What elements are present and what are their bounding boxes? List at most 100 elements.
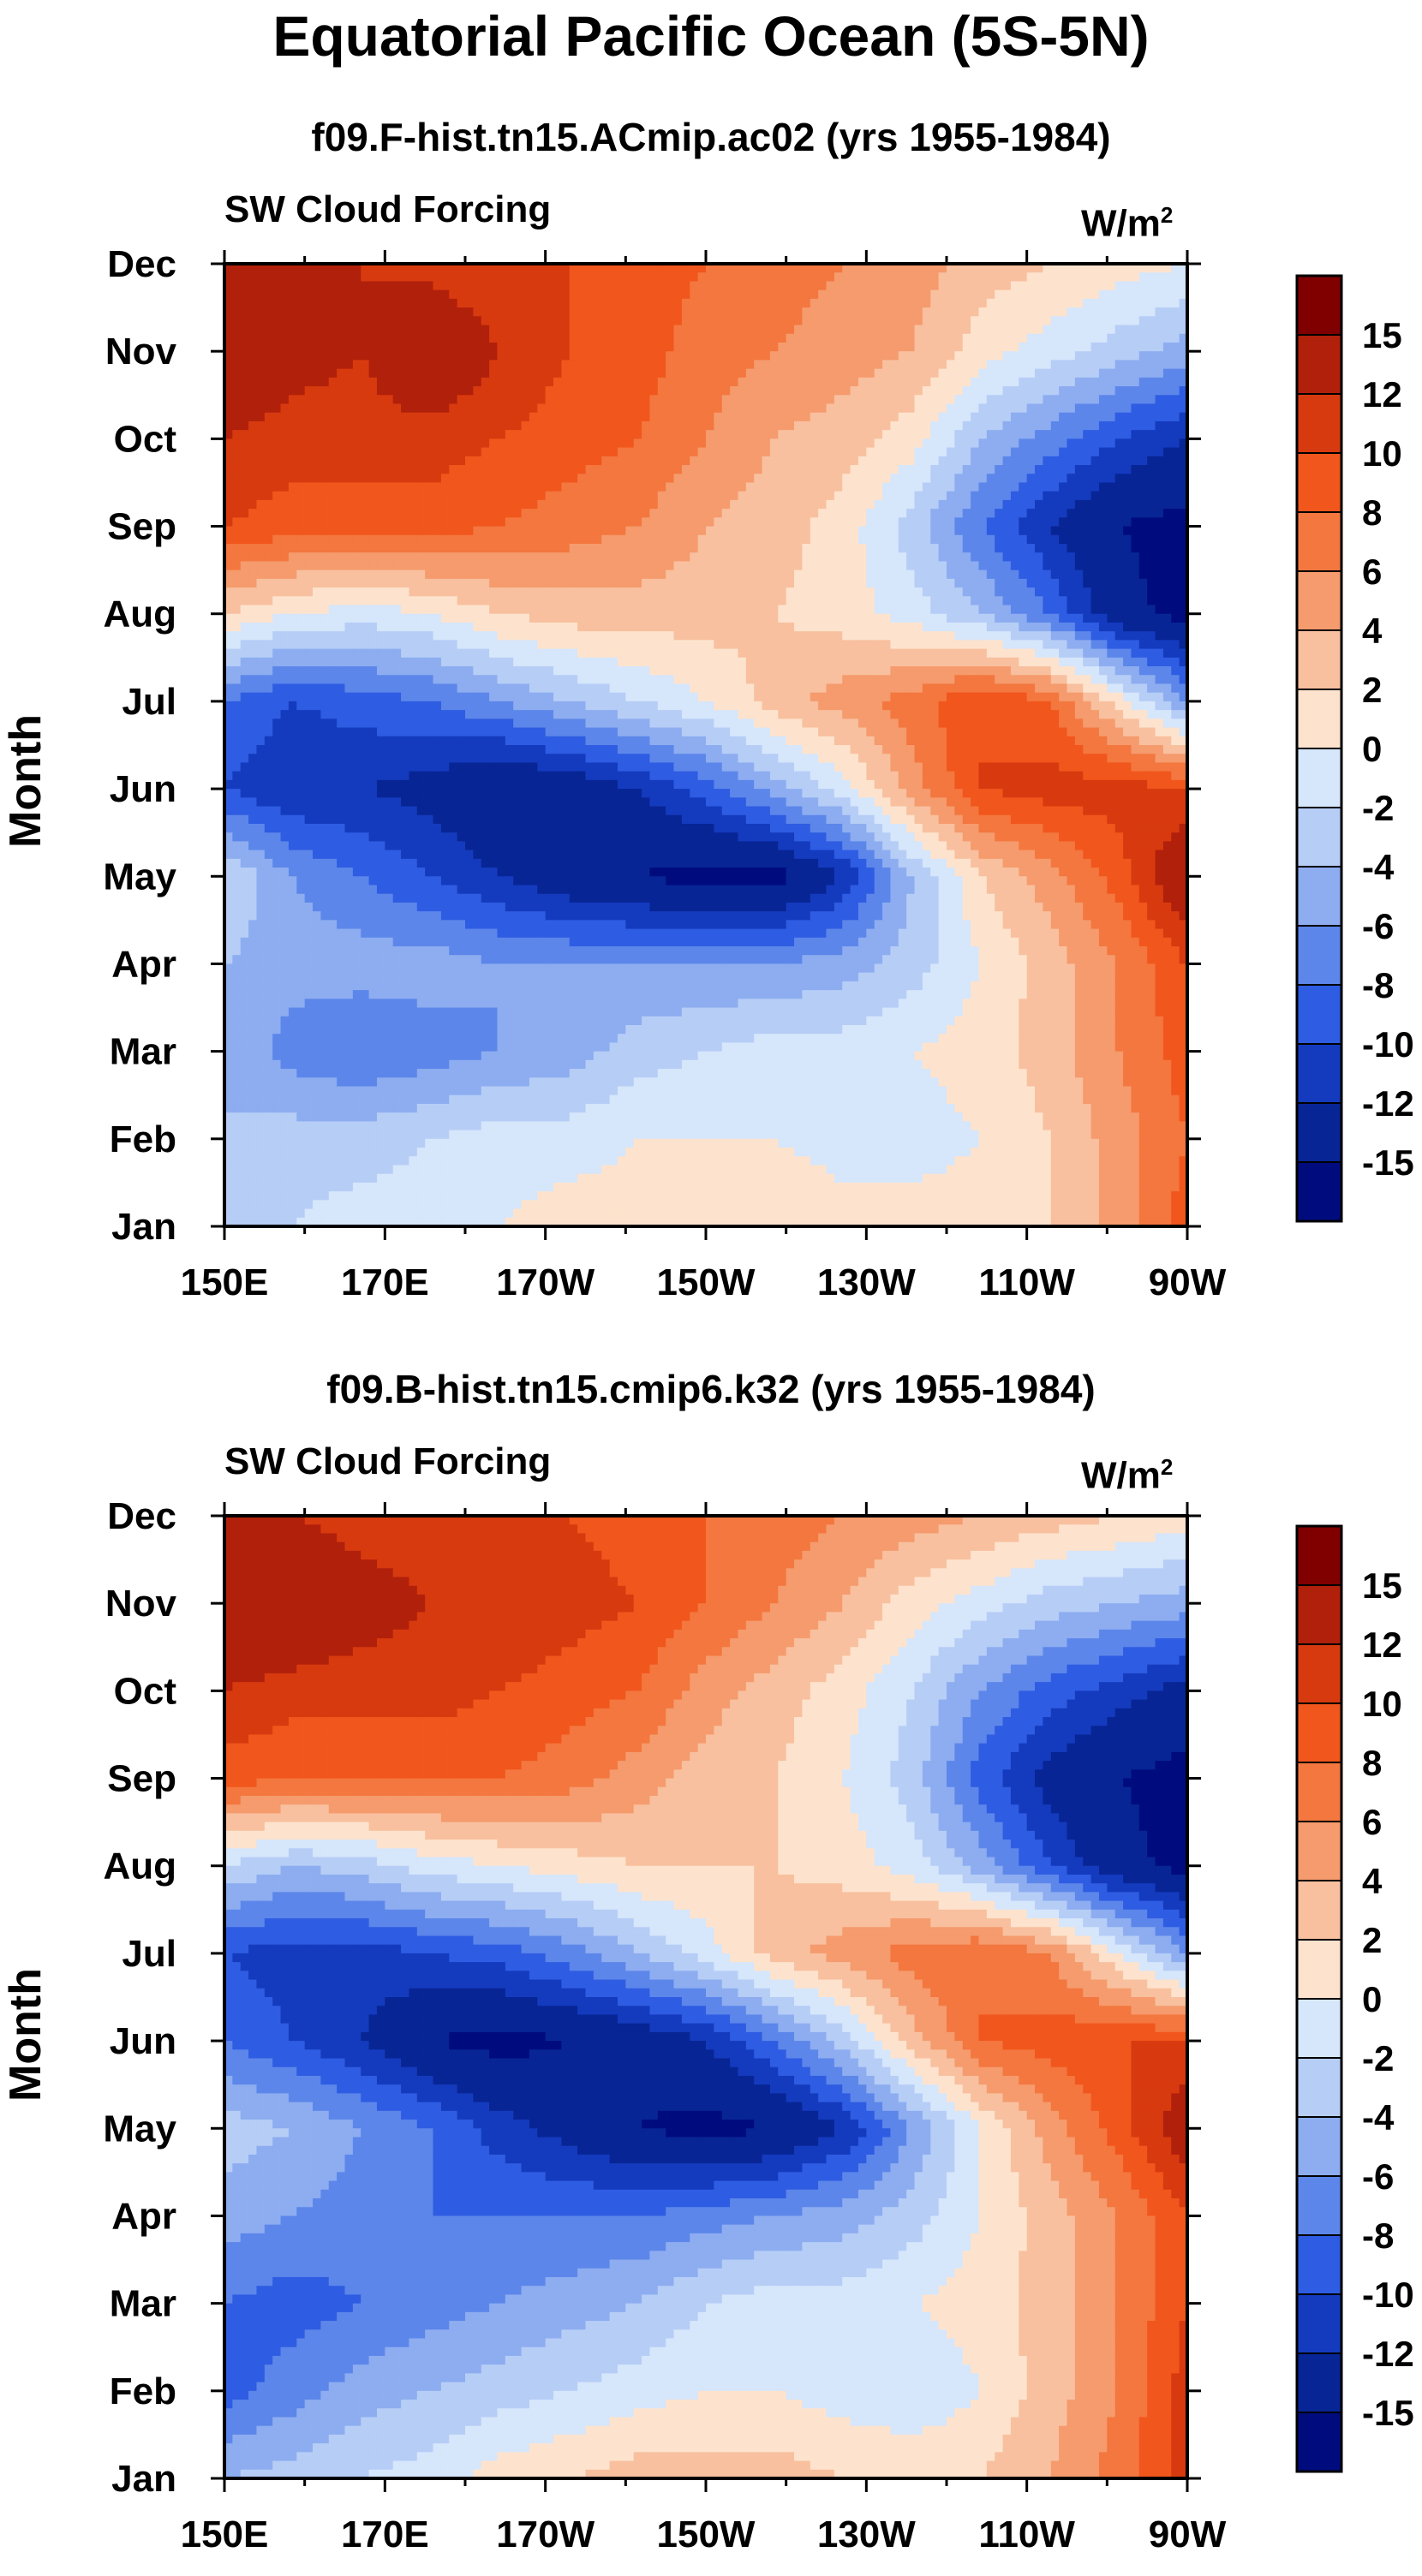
heatmap-cell	[265, 403, 273, 413]
heatmap-cell	[409, 500, 417, 510]
heatmap-cell	[1059, 325, 1067, 335]
heatmap-cell	[409, 316, 417, 325]
heatmap-cell	[281, 386, 290, 396]
heatmap-cell	[1091, 482, 1100, 492]
heatmap-cell	[1075, 351, 1084, 361]
heatmap-cell	[1171, 482, 1180, 492]
heatmap-cell	[241, 272, 249, 282]
heatmap-cell	[698, 395, 707, 404]
heatmap-cell	[1075, 334, 1084, 343]
heatmap-cell	[1027, 448, 1036, 457]
heatmap-cell	[377, 343, 385, 352]
heatmap-cell	[1019, 448, 1027, 457]
heatmap-cell	[561, 492, 570, 501]
heatmap-cell	[513, 465, 522, 474]
heatmap-cell	[610, 316, 618, 325]
heatmap-cell	[625, 351, 634, 361]
heatmap-cell	[296, 281, 305, 290]
heatmap-cell	[738, 378, 746, 387]
heatmap-cell	[505, 334, 514, 343]
heatmap-cell	[1147, 281, 1156, 290]
heatmap-cell	[361, 334, 369, 343]
heatmap-cell	[770, 474, 779, 483]
heatmap-cell	[465, 448, 474, 457]
heatmap-cell	[649, 343, 658, 352]
heatmap-cell	[1035, 465, 1043, 474]
heatmap-cell	[425, 351, 433, 361]
heatmap-cell	[786, 369, 795, 379]
heatmap-cell	[882, 474, 891, 483]
heatmap-cell	[947, 299, 955, 308]
heatmap-cell	[497, 343, 505, 352]
heatmap-cell	[256, 413, 265, 422]
heatmap-cell	[241, 395, 249, 404]
heatmap-cell	[529, 360, 538, 369]
heatmap-cell	[433, 448, 442, 457]
heatmap-cell	[385, 430, 393, 439]
heatmap-cell	[546, 343, 554, 352]
heatmap-cell	[417, 378, 426, 387]
heatmap-cell	[1147, 325, 1156, 335]
heatmap-cell	[401, 334, 409, 343]
heatmap-cell	[770, 482, 779, 492]
heatmap-cell	[963, 299, 971, 308]
heatmap-cell	[834, 334, 843, 343]
heatmap-cell	[618, 343, 626, 352]
heatmap-cell	[738, 272, 746, 282]
heatmap-cell	[1171, 403, 1180, 413]
heatmap-cell	[658, 395, 666, 404]
heatmap-cell	[882, 307, 891, 317]
heatmap-cell	[875, 448, 883, 457]
heatmap-cell	[1083, 351, 1091, 361]
heatmap-cell	[481, 334, 490, 343]
heatmap-cell	[433, 438, 442, 448]
heatmap-cell	[1099, 343, 1108, 352]
heatmap-cell	[457, 272, 466, 282]
heatmap-cell	[802, 395, 810, 404]
heatmap-cell	[425, 316, 433, 325]
heatmap-cell	[1139, 456, 1148, 466]
heatmap-cell	[987, 386, 995, 396]
heatmap-cell	[939, 465, 947, 474]
heatmap-cell	[674, 360, 683, 369]
heatmap-cell	[241, 413, 249, 422]
heatmap-cell	[457, 351, 466, 361]
heatmap-cell	[794, 281, 803, 290]
heatmap-cell	[649, 492, 658, 501]
heatmap-cell	[537, 351, 546, 361]
heatmap-cell	[441, 430, 450, 439]
heatmap-cell	[810, 334, 819, 343]
heatmap-cell	[1043, 272, 1051, 282]
heatmap-cell	[866, 272, 875, 282]
heatmap-cell	[369, 448, 378, 457]
heatmap-cell	[561, 474, 570, 483]
heatmap-cell	[473, 386, 481, 396]
heatmap-cell	[1067, 378, 1076, 387]
heatmap-cell	[577, 421, 586, 431]
heatmap-cell	[754, 316, 762, 325]
heatmap-cell	[1043, 378, 1051, 387]
heatmap-cell	[890, 325, 899, 335]
heatmap-cell	[995, 482, 1003, 492]
heatmap-cell	[449, 281, 457, 290]
heatmap-cell	[232, 272, 241, 282]
heatmap-cell	[625, 369, 634, 379]
heatmap-cell	[361, 403, 369, 413]
heatmap-cell	[401, 360, 409, 369]
heatmap-cell	[313, 325, 321, 335]
heatmap-cell	[441, 369, 450, 379]
heatmap-cell	[1043, 299, 1051, 308]
heatmap-cell	[995, 465, 1003, 474]
heatmap-cell	[851, 386, 859, 396]
heatmap-cell	[842, 403, 851, 413]
heatmap-cell	[1107, 413, 1115, 422]
heatmap-cell	[1115, 316, 1124, 325]
heatmap-cell	[361, 482, 369, 492]
heatmap-cell	[272, 492, 281, 501]
heatmap-cell	[601, 290, 610, 300]
heatmap-cell	[265, 474, 273, 483]
heatmap-cell	[706, 281, 714, 290]
heatmap-cell	[281, 369, 290, 379]
heatmap-cell	[313, 343, 321, 352]
heatmap-cell	[954, 413, 963, 422]
